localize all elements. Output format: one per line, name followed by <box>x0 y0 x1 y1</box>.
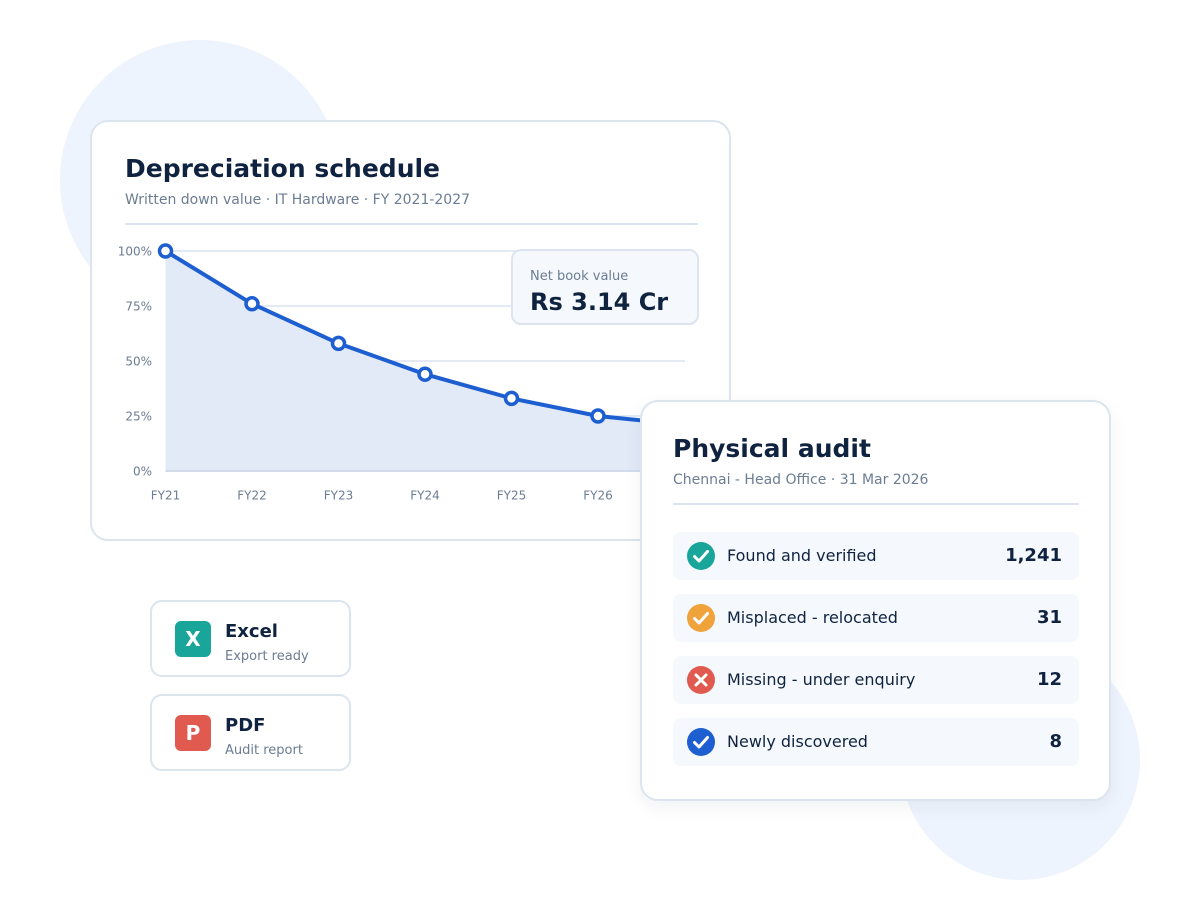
export-subtitle: Audit report <box>225 743 303 758</box>
x-tick-label: FY23 <box>324 489 354 503</box>
divider <box>673 503 1079 505</box>
x-tick-label: FY25 <box>497 489 527 503</box>
audit-row-label: Missing - under enquiry <box>727 670 916 689</box>
data-point <box>417 366 433 382</box>
export-subtitle: Export ready <box>225 649 309 664</box>
data-point <box>590 408 606 424</box>
x-tick-label: FY26 <box>583 489 613 503</box>
y-tick-label: 25% <box>125 410 152 424</box>
data-point <box>330 335 347 352</box>
audit-row-label: Found and verified <box>727 546 877 565</box>
depreciation-chart: 0%25%50%75%100%FY21FY22FY23FY24FY25FY26F… <box>118 243 699 503</box>
excel-export-button[interactable]: X Excel Export ready <box>150 600 351 677</box>
audit-row-count: 8 <box>1049 731 1062 752</box>
export-title: Excel <box>225 621 278 642</box>
depreciation-title: Depreciation schedule <box>125 154 441 183</box>
excel-file-icon: X <box>175 621 211 657</box>
audit-row-found[interactable]: Found and verified 1,241 <box>673 532 1079 580</box>
pdf-export-button[interactable]: P PDF Audit report <box>150 694 351 771</box>
audit-row-new[interactable]: Newly discovered 8 <box>673 718 1079 766</box>
audit-row-count: 1,241 <box>1005 545 1062 566</box>
series-area <box>165 251 685 471</box>
net-book-value-box: Net book value Rs 3.14 Cr <box>511 249 699 325</box>
divider <box>125 223 698 225</box>
audit-row-missing[interactable]: Missing - under enquiry 12 <box>673 656 1079 704</box>
x-tick-label: FY21 <box>151 489 181 503</box>
check-circle-icon <box>687 728 715 756</box>
audit-row-count: 12 <box>1036 669 1062 690</box>
y-tick-label: 0% <box>133 465 152 479</box>
net-book-value-label: Net book value <box>530 269 629 284</box>
audit-row-misplaced[interactable]: Misplaced - relocated 31 <box>673 594 1079 642</box>
data-point <box>244 296 260 312</box>
audit-title: Physical audit <box>673 434 871 463</box>
depreciation-subtitle: Written down value · IT Hardware · FY 20… <box>125 192 471 208</box>
y-tick-label: 100% <box>118 245 152 259</box>
depreciation-card: Depreciation schedule Written down value… <box>90 120 731 541</box>
audit-row-count: 31 <box>1036 607 1062 628</box>
audit-card: Physical audit Chennai - Head Office · 3… <box>640 400 1111 801</box>
audit-row-label: Newly discovered <box>727 732 868 751</box>
check-circle-icon <box>687 604 715 632</box>
x-circle-icon <box>687 666 715 694</box>
data-point <box>503 390 520 407</box>
data-point <box>157 243 174 259</box>
y-tick-label: 75% <box>125 300 152 314</box>
audit-subtitle: Chennai - Head Office · 31 Mar 2026 <box>673 472 929 488</box>
export-title: PDF <box>225 715 266 736</box>
y-tick-label: 50% <box>125 355 152 369</box>
check-circle-icon <box>687 542 715 570</box>
x-tick-label: FY24 <box>410 489 440 503</box>
x-tick-label: FY22 <box>237 489 267 503</box>
net-book-value-amount: Rs 3.14 Cr <box>530 288 669 316</box>
audit-row-label: Misplaced - relocated <box>727 608 898 627</box>
pdf-file-icon: P <box>175 715 211 751</box>
